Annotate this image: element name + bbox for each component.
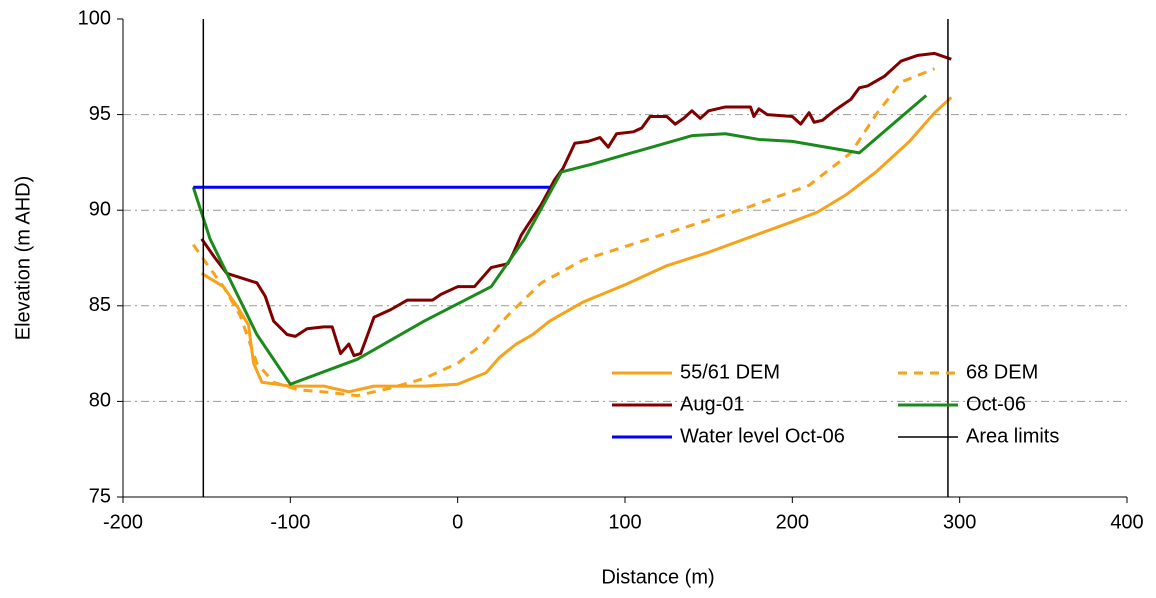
- y-tick-label: 80: [89, 390, 111, 412]
- x-tick-label: 300: [943, 511, 976, 533]
- y-tick-label: 75: [89, 485, 111, 507]
- x-tick-label: -100: [270, 511, 310, 533]
- series-line: [191, 94, 928, 386]
- y-tick-label: 95: [89, 103, 111, 125]
- y-tick-label: 85: [89, 294, 111, 316]
- series-line: [200, 96, 953, 394]
- legend-label: 55/61 DEM: [680, 361, 780, 383]
- y-tick-label: 90: [89, 198, 111, 220]
- x-axis-label: Distance (m): [601, 566, 714, 588]
- legend-label: Water level Oct-06: [680, 425, 845, 447]
- y-tick-label: 100: [78, 7, 111, 29]
- x-tick-label: 200: [776, 511, 809, 533]
- y-axis-label: Elevation (m AHD): [12, 176, 34, 341]
- x-tick-label: 0: [452, 511, 463, 533]
- x-tick-label: -200: [103, 511, 143, 533]
- legend-label: Oct-06: [966, 393, 1026, 415]
- legend-label: Aug-01: [680, 393, 745, 415]
- series-line: [200, 51, 952, 358]
- legend-label: 68 DEM: [966, 361, 1038, 383]
- x-tick-label: 100: [608, 511, 641, 533]
- legend-label: Area limits: [966, 425, 1059, 447]
- x-tick-label: 400: [1110, 511, 1143, 533]
